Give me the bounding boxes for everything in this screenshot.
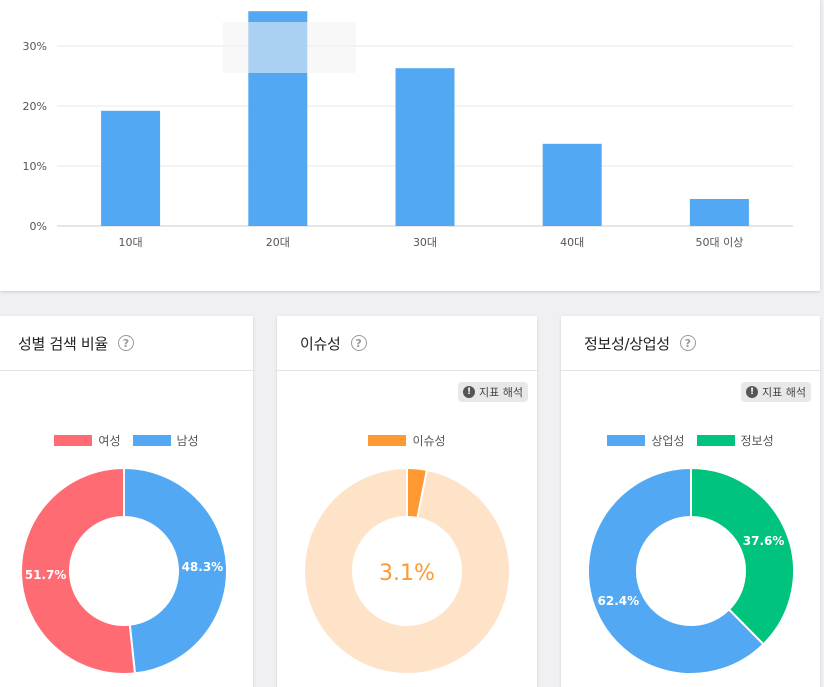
y-tick-label: 0% — [30, 220, 47, 233]
issue-legend: 이슈성 — [277, 432, 537, 449]
issue-card: 이슈성 ? ! 지표 해석 이슈성 3.1% — [277, 316, 537, 687]
x-tick-label: 30대 — [413, 236, 437, 249]
x-tick-label: 10대 — [119, 236, 143, 249]
intent-info-button[interactable]: ! 지표 해석 — [741, 382, 811, 402]
x-tick-label: 40대 — [560, 236, 584, 249]
legend-swatch-female — [54, 435, 93, 446]
intent-card-title: 정보성/상업성 — [584, 334, 670, 353]
y-tick-label: 10% — [23, 160, 47, 173]
legend-label-female: 여성 — [98, 434, 121, 448]
hover-highlight — [222, 22, 356, 73]
age-chart-card: 0% 10% 20% 30% 10대 20대 30대 40대 50대 이상 — [0, 0, 820, 291]
legend-label-male: 남성 — [176, 434, 199, 448]
help-icon[interactable]: ? — [117, 335, 134, 351]
bar[interactable] — [542, 143, 602, 226]
donut-slice[interactable] — [20, 466, 137, 675]
bar[interactable] — [689, 199, 749, 226]
legend-item-male[interactable]: 남성 — [132, 432, 199, 449]
slice-label: 62.4% — [598, 594, 640, 608]
gender-card-title: 성별 검색 비율 — [18, 334, 108, 353]
donut-slice[interactable] — [690, 466, 795, 646]
issue-donut-chart: 3.1% — [303, 466, 511, 675]
donut-slice[interactable] — [587, 466, 765, 675]
legend-swatch-issue — [368, 435, 407, 446]
help-icon[interactable]: ? — [350, 335, 367, 351]
intent-card: 정보성/상업성 ? ! 지표 해석 상업성 정보성 37.6% 62.4% — [561, 316, 820, 687]
x-tick-label: 20대 — [266, 236, 290, 249]
legend-label-issue: 이슈성 — [412, 434, 446, 448]
gender-card: 성별 검색 비율 ? 여성 남성 48.3% 51.7% — [0, 316, 253, 687]
legend-swatch-male — [132, 435, 171, 446]
slice-label: 48.3% — [182, 560, 224, 574]
alert-icon: ! — [746, 386, 759, 398]
bar[interactable] — [395, 68, 455, 226]
legend-item-commercial[interactable]: 상업성 — [607, 432, 685, 449]
center-value-label: 3.1% — [379, 561, 435, 586]
gender-card-header: 성별 검색 비율 ? — [0, 316, 253, 371]
issue-info-label: 지표 해석 — [479, 386, 523, 399]
slice-label: 51.7% — [25, 568, 67, 582]
intent-card-header: 정보성/상업성 ? — [561, 316, 820, 371]
y-tick-label: 30% — [23, 40, 47, 53]
issue-card-title: 이슈성 — [300, 334, 341, 353]
slice-label: 37.6% — [743, 534, 785, 548]
legend-swatch-informational — [696, 435, 735, 446]
alert-icon: ! — [463, 386, 476, 398]
legend-label-commercial: 상업성 — [651, 434, 685, 448]
help-icon[interactable]: ? — [679, 335, 696, 351]
x-tick-label: 50대 이상 — [695, 236, 743, 249]
intent-info-label: 지표 해석 — [762, 386, 806, 399]
legend-item-informational[interactable]: 정보성 — [696, 432, 774, 449]
gender-donut-chart: 48.3% 51.7% — [20, 466, 228, 675]
age-bar-chart: 0% 10% 20% 30% 10대 20대 30대 40대 50대 이상 — [23, 11, 793, 249]
intent-legend: 상업성 정보성 — [561, 432, 820, 449]
y-tick-label: 20% — [23, 100, 47, 113]
legend-item-issue[interactable]: 이슈성 — [368, 432, 446, 449]
donut-slice[interactable] — [303, 466, 511, 675]
legend-item-female[interactable]: 여성 — [54, 432, 121, 449]
bar[interactable] — [101, 110, 161, 226]
legend-swatch-commercial — [607, 435, 646, 446]
donut-slice[interactable] — [123, 466, 228, 675]
gender-legend: 여성 남성 — [0, 432, 253, 449]
issue-card-header: 이슈성 ? — [277, 316, 537, 371]
intent-donut-chart: 37.6% 62.4% — [587, 466, 795, 675]
legend-label-informational: 정보성 — [740, 434, 774, 448]
issue-info-button[interactable]: ! 지표 해석 — [458, 382, 528, 402]
